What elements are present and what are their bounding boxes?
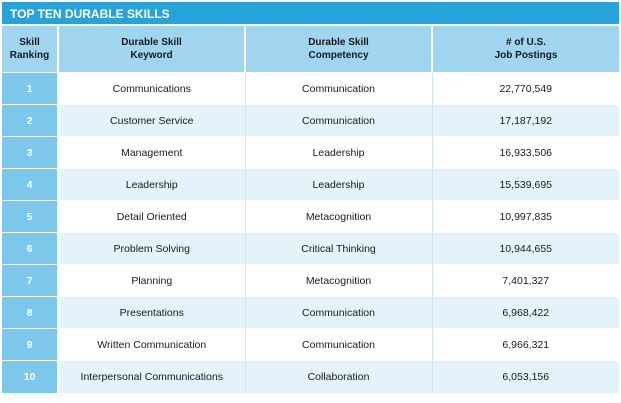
competency-cell: Collaboration	[245, 360, 433, 393]
competency-cell: Communication	[245, 72, 433, 105]
keyword-cell: Problem Solving	[58, 232, 246, 265]
rank-cell: 5	[2, 200, 59, 233]
competency-cell: Critical Thinking	[245, 232, 433, 265]
header-job-postings: # of U.S. Job Postings	[432, 26, 619, 73]
competency-cell: Communication	[245, 104, 433, 137]
table-row: 5 Detail Oriented Metacognition 10,997,8…	[2, 200, 619, 233]
rank-cell: 2	[2, 104, 59, 137]
competency-cell: Communication	[245, 328, 433, 361]
keyword-cell: Interpersonal Communications	[58, 360, 246, 393]
header-postings-line1: # of U.S.	[505, 37, 546, 48]
rank-cell: 6	[2, 232, 59, 265]
table-row: 6 Problem Solving Critical Thinking 10,9…	[2, 232, 619, 265]
rank-cell: 10	[2, 360, 59, 393]
header-durable-skill-keyword: Durable Skill Keyword	[58, 26, 246, 73]
postings-cell: 10,944,655	[432, 232, 619, 265]
competency-cell: Leadership	[245, 136, 433, 169]
table-body: 1 Communications Communication 22,770,54…	[2, 72, 619, 393]
header-keyword-line1: Durable Skill	[121, 37, 182, 48]
postings-cell: 16,933,506	[432, 136, 619, 169]
table-row: 9 Written Communication Communication 6,…	[2, 328, 619, 361]
rank-cell: 3	[2, 136, 59, 169]
keyword-cell: Management	[58, 136, 246, 169]
rank-cell: 9	[2, 328, 59, 361]
rank-cell: 1	[2, 72, 59, 105]
competency-cell: Leadership	[245, 168, 433, 201]
keyword-cell: Presentations	[58, 296, 246, 329]
competency-cell: Communication	[245, 296, 433, 329]
keyword-cell: Communications	[58, 72, 246, 105]
keyword-cell: Customer Service	[58, 104, 246, 137]
table-row: 1 Communications Communication 22,770,54…	[2, 72, 619, 105]
header-durable-skill-competency: Durable Skill Competency	[245, 26, 433, 73]
rank-cell: 7	[2, 264, 59, 297]
postings-cell: 7,401,327	[432, 264, 619, 297]
competency-cell: Metacognition	[245, 200, 433, 233]
rank-cell: 8	[2, 296, 59, 329]
durable-skills-table-container: TOP TEN DURABLE SKILLS Skill Ranking Dur…	[2, 2, 619, 397]
keyword-cell: Planning	[58, 264, 246, 297]
postings-cell: 10,997,835	[432, 200, 619, 233]
keyword-cell: Detail Oriented	[58, 200, 246, 233]
postings-cell: 6,966,321	[432, 328, 619, 361]
header-keyword-line2: Keyword	[130, 50, 173, 61]
table-row: 2 Customer Service Communication 17,187,…	[2, 104, 619, 137]
durable-skills-table: Skill Ranking Durable Skill Keyword Dura…	[2, 26, 619, 393]
table-row: 3 Management Leadership 16,933,506	[2, 136, 619, 169]
table-row: 4 Leadership Leadership 15,539,695	[2, 168, 619, 201]
keyword-cell: Leadership	[58, 168, 246, 201]
keyword-cell: Written Communication	[58, 328, 246, 361]
header-postings-line2: Job Postings	[494, 50, 558, 61]
header-skill-ranking-line1: Skill	[19, 37, 40, 48]
table-row: 10 Interpersonal Communications Collabor…	[2, 360, 619, 393]
table-row: 8 Presentations Communication 6,968,422	[2, 296, 619, 329]
postings-cell: 6,053,156	[432, 360, 619, 393]
rank-cell: 4	[2, 168, 59, 201]
header-skill-ranking: Skill Ranking	[2, 26, 59, 73]
postings-cell: 17,187,192	[432, 104, 619, 137]
postings-cell: 22,770,549	[432, 72, 619, 105]
table-row: 7 Planning Metacognition 7,401,327	[2, 264, 619, 297]
header-row: Skill Ranking Durable Skill Keyword Dura…	[2, 26, 619, 73]
competency-cell: Metacognition	[245, 264, 433, 297]
postings-cell: 15,539,695	[432, 168, 619, 201]
postings-cell: 6,968,422	[432, 296, 619, 329]
table-title: TOP TEN DURABLE SKILLS	[2, 2, 619, 26]
header-competency-line2: Competency	[308, 50, 369, 61]
header-competency-line1: Durable Skill	[308, 37, 369, 48]
header-skill-ranking-line2: Ranking	[9, 50, 50, 61]
